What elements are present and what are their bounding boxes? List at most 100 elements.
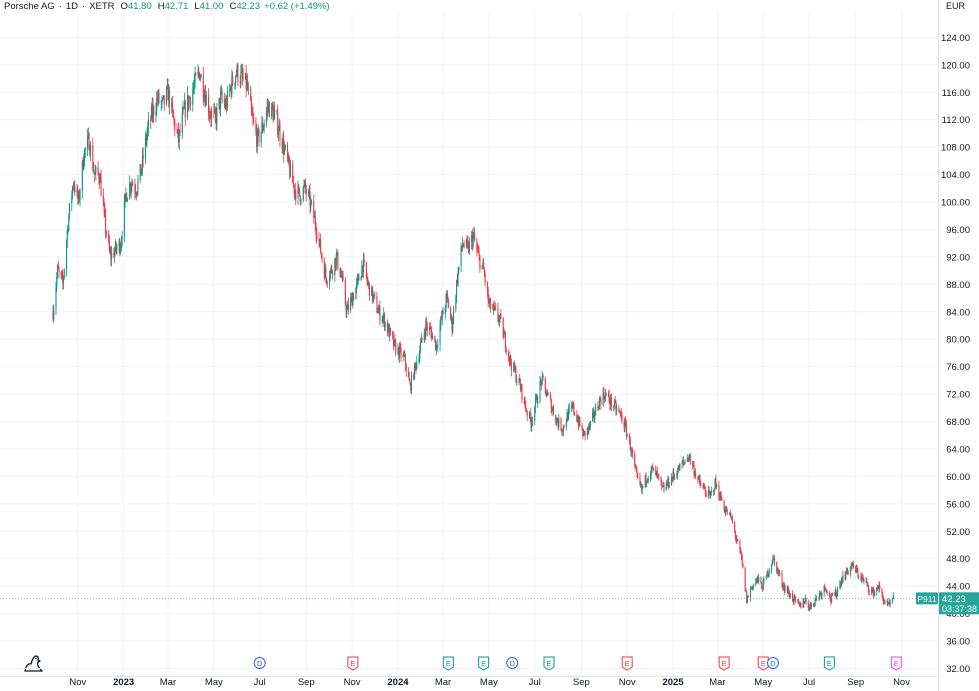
candle — [655, 465, 657, 476]
candle — [162, 97, 164, 102]
candle-body — [862, 577, 864, 581]
candle-body — [462, 244, 464, 247]
candle — [765, 575, 767, 580]
candle — [620, 408, 622, 420]
candle — [237, 63, 239, 87]
candle — [262, 124, 264, 132]
candle — [546, 389, 549, 396]
candle-body — [415, 364, 417, 369]
candle — [529, 408, 531, 423]
candle — [452, 318, 454, 334]
earnings-marker-shape — [347, 656, 359, 671]
earnings-marker[interactable]: E — [442, 656, 454, 671]
candle-body — [545, 388, 547, 396]
candle-body — [700, 483, 702, 486]
earnings-marker[interactable]: E — [478, 656, 490, 671]
tradingview-logo-icon[interactable] — [22, 651, 46, 675]
candle-body — [84, 149, 86, 163]
dividend-marker[interactable]: D — [253, 657, 266, 669]
candle — [683, 461, 685, 466]
candle — [551, 405, 553, 417]
candle — [166, 78, 168, 90]
earnings-marker[interactable]: E — [890, 656, 902, 671]
candle-body — [640, 483, 642, 485]
candle-body — [113, 252, 115, 258]
candle — [373, 294, 375, 302]
candle — [214, 102, 216, 114]
candle — [120, 242, 122, 255]
candle — [362, 252, 364, 279]
candle-body — [420, 337, 422, 344]
symbol-name[interactable]: Porsche AG — [4, 1, 55, 12]
candle-body — [304, 181, 307, 190]
candle-body — [250, 100, 252, 111]
candle-body — [804, 601, 806, 604]
candle — [277, 104, 279, 139]
candle — [246, 75, 248, 91]
candle-body — [682, 460, 684, 464]
dividend-marker[interactable]: D — [506, 657, 519, 669]
candle — [340, 267, 342, 278]
candle — [507, 349, 509, 362]
candle — [479, 254, 481, 273]
candle-body — [516, 380, 518, 382]
candle-body — [863, 579, 865, 581]
event-marker-letter: D — [770, 659, 776, 668]
candle — [341, 270, 343, 283]
candle-body — [604, 397, 606, 400]
earnings-marker[interactable]: E — [543, 656, 555, 671]
candle-body — [232, 75, 234, 85]
candle-body — [531, 420, 534, 422]
candle-body — [356, 278, 358, 283]
candle-body — [704, 486, 706, 490]
earnings-marker[interactable]: E — [718, 656, 730, 671]
candle — [598, 405, 600, 411]
candle-body — [760, 577, 762, 583]
candle — [276, 109, 278, 116]
candle — [383, 311, 385, 331]
candle-body — [271, 103, 273, 118]
candle — [841, 577, 843, 584]
earnings-marker[interactable]: E — [621, 656, 633, 671]
candle — [660, 476, 662, 486]
candle — [78, 190, 80, 205]
candle — [262, 117, 264, 135]
candle — [360, 275, 362, 281]
candle — [710, 490, 712, 499]
candle — [652, 463, 654, 473]
earnings-marker[interactable]: E — [757, 656, 769, 671]
candle — [211, 106, 213, 127]
candle — [776, 561, 778, 574]
candle — [693, 461, 695, 479]
candle — [855, 564, 857, 574]
candle — [61, 270, 63, 281]
candle — [621, 411, 623, 424]
candle — [834, 586, 836, 597]
earnings-marker[interactable]: E — [347, 656, 359, 671]
candle — [344, 277, 346, 306]
candle — [740, 547, 742, 555]
candle — [628, 432, 630, 444]
candle — [193, 73, 195, 95]
candle — [484, 270, 486, 287]
candle — [592, 406, 594, 418]
interval[interactable]: 1D — [65, 1, 79, 12]
dividend-marker[interactable]: D — [766, 657, 779, 669]
candle — [413, 362, 416, 381]
earnings-marker[interactable]: E — [823, 656, 835, 671]
candle — [111, 246, 113, 267]
candle — [887, 597, 889, 607]
candle-body — [126, 193, 128, 202]
candle — [704, 485, 706, 497]
candle — [183, 92, 186, 109]
candle-body — [630, 450, 632, 453]
candle — [715, 474, 717, 488]
candle — [884, 599, 886, 605]
candle-body — [524, 397, 526, 406]
currency-label[interactable]: EUR — [946, 1, 966, 11]
candle-body — [388, 325, 390, 338]
candle-body — [571, 405, 573, 408]
candle — [474, 227, 476, 243]
candle-body — [546, 393, 549, 396]
